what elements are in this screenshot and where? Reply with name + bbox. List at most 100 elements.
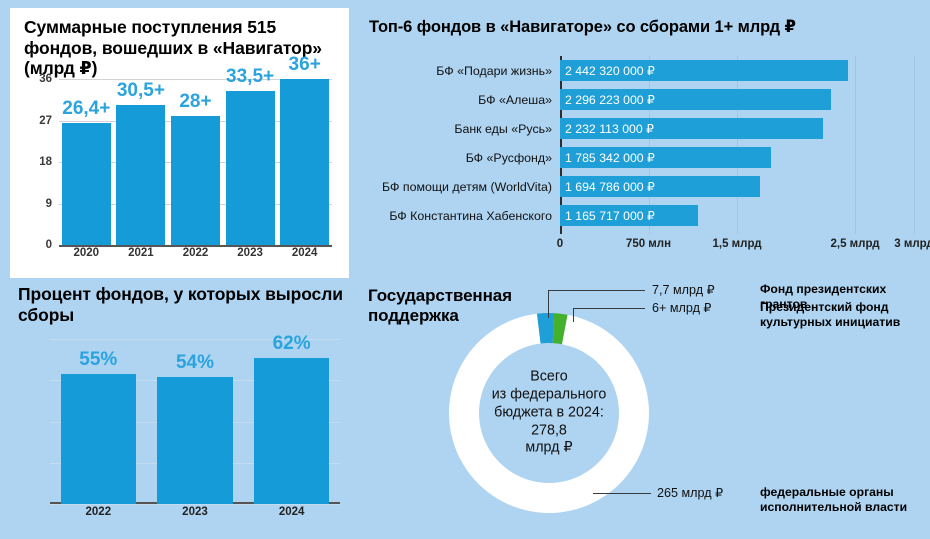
- bar-value-label: 2 296 223 000 ₽: [565, 92, 655, 107]
- bar-group: 36+: [280, 54, 330, 245]
- callout-value: 265 млрд ₽: [657, 486, 724, 500]
- percent-plot-area: 55% 54% 62%: [50, 333, 340, 505]
- gridline: [914, 56, 915, 234]
- x-axis-tick-label: 2022: [182, 247, 209, 259]
- bar-group: 30,5+: [116, 70, 166, 245]
- y-axis-tick-label: 36: [39, 73, 52, 86]
- x-axis-tick-label: 750 млн: [625, 238, 672, 250]
- bar-track: 1 165 717 000 ₽: [560, 203, 922, 228]
- bar-value-label: 62%: [272, 332, 311, 354]
- percent-title: Процент фондов, у которых выросли сборы: [18, 284, 343, 325]
- top6-x-axis: 0 750 млн 1,5 млрд 2,5 млрд 3 млрд: [557, 238, 930, 258]
- bar: 2 232 113 000 ₽: [560, 118, 824, 139]
- fund-name-label: БФ «Алеша»: [478, 92, 552, 107]
- bar-value-label: 36+: [288, 54, 321, 76]
- government-title: Государственная поддержка: [368, 286, 512, 326]
- table-row: Банк еды «Русь» 2 232 113 000 ₽: [360, 116, 922, 141]
- table-row: БФ «Подари жизнь» 2 442 320 000 ₽: [360, 58, 922, 83]
- x-axis-tick-label: 2024: [278, 506, 305, 518]
- bar-group: 54%: [157, 339, 233, 504]
- bar-value-label: 2 442 320 000 ₽: [565, 63, 655, 78]
- x-axis-tick-label: 3 млрд: [894, 238, 930, 250]
- bar: [170, 116, 221, 245]
- bar-value-label: 1 165 717 000 ₽: [565, 208, 655, 223]
- bar: [60, 374, 137, 504]
- fund-name-label: БФ «Русфонд»: [465, 150, 552, 165]
- bar: 2 442 320 000 ₽: [560, 60, 849, 81]
- callout-leader-line: [548, 290, 645, 291]
- gridline: [59, 79, 332, 81]
- bar: [280, 79, 330, 245]
- bar-track: 2 232 113 000 ₽: [560, 116, 922, 141]
- bar: [225, 90, 275, 245]
- gridline: [50, 504, 340, 505]
- bar: 1 694 786 000 ₽: [560, 176, 760, 197]
- bar-value-label: 33,5+: [226, 65, 275, 87]
- percent-bars: 55% 54% 62%: [50, 333, 340, 504]
- receipts-plot-area: 0 9 18 27 36 26,4+ 30,5+ 28+ 33,5+ 36+: [39, 54, 332, 251]
- top6-bar-chart: 0 750 млн 1,5 млрд 2,5 млрд 3 млрд БФ «Подар…: [360, 56, 930, 261]
- x-axis-tick-label: 2023: [182, 506, 208, 518]
- bar-value-label: 1 785 342 000 ₽: [565, 150, 655, 165]
- gridline: [737, 56, 738, 234]
- percent-x-axis: 2022 2023 2024: [50, 506, 340, 526]
- bar-value-label: 55%: [79, 349, 118, 371]
- bar-group: 55%: [60, 339, 137, 504]
- table-row: БФ помощи детям (WorldVita) 1 694 786 000…: [360, 174, 922, 199]
- gridline: [648, 56, 650, 234]
- y-axis-tick-label: 0: [45, 239, 52, 251]
- bar: 1 785 342 000 ₽: [560, 147, 771, 168]
- bar-value-label: 54%: [175, 351, 214, 373]
- bar-value-label: 28+: [179, 91, 212, 113]
- x-axis-tick-label: 2023: [237, 247, 263, 259]
- callout-leader-line: [548, 290, 549, 318]
- callout-leader-line: [573, 308, 574, 322]
- bar: [253, 357, 330, 504]
- receipts-bar-chart: 0 9 18 27 36 26,4+ 30,5+ 28+ 33,5+ 36+ 2020 2021 20…: [24, 54, 336, 271]
- x-axis-tick-label: 2020: [73, 247, 100, 259]
- x-axis-tick-label: 2022: [85, 506, 112, 518]
- y-axis-tick-label: 27: [39, 114, 52, 127]
- x-axis-tick-label: 2,5 млрд: [830, 238, 880, 250]
- callout-description: федеральные органы исполнительной власти: [760, 485, 908, 515]
- callout-value: 7,7 млрд ₽: [652, 283, 715, 297]
- table-row: БФ «Алеша» 2 296 223 000 ₽: [360, 87, 922, 112]
- fund-name-label: БФ помощи детям (WorldVita): [382, 179, 552, 194]
- y-axis-tick-label: 18: [39, 156, 52, 169]
- fund-name-label: БФ «Подари жизнь»: [436, 63, 552, 78]
- bar-group: 26,4+: [61, 70, 111, 245]
- bar-track: 1 694 786 000 ₽: [560, 174, 922, 199]
- bar: [116, 104, 166, 245]
- donut-slice-2: [552, 313, 568, 345]
- bar: 2 296 223 000 ₽: [560, 89, 831, 110]
- receipts-bars: 26,4+ 30,5+ 28+ 33,5+ 36+: [59, 54, 332, 245]
- donut-slice-0: [449, 313, 649, 513]
- y-axis-tick-label: 9: [45, 197, 52, 210]
- bar-value-label: 26,4+: [62, 98, 111, 120]
- callout-value: 6+ млрд ₽: [652, 301, 712, 315]
- bar: 1 165 717 000 ₽: [560, 205, 698, 226]
- bar-value-label: 30,5+: [116, 79, 165, 101]
- gridline: [855, 56, 856, 234]
- bar-value-label: 2 232 113 000 ₽: [565, 121, 654, 136]
- fund-name-label: БФ Константина Хабенского: [389, 208, 552, 223]
- x-axis-tick-label: 2024: [291, 247, 318, 259]
- fund-name-label: Банк еды «Русь»: [454, 121, 552, 136]
- bar-group: 33,5+: [225, 66, 275, 245]
- bar-group: 62%: [253, 333, 330, 504]
- card-total-receipts: Суммарные поступления 515 фондов, вошедш…: [10, 8, 349, 278]
- receipts-x-axis: 2020 2021 2022 2023 2024: [59, 247, 332, 271]
- x-axis-tick-label: 1,5 млрд: [712, 238, 762, 250]
- gridline: [50, 339, 340, 340]
- callout-leader-line: [593, 493, 651, 494]
- table-row: БФ «Русфонд» 1 785 342 000 ₽: [360, 145, 922, 170]
- government-donut-chart: Всего из федерального бюджета в 2024: 27…: [444, 308, 654, 518]
- bar-value-label: 1 694 786 000 ₽: [565, 179, 655, 194]
- bar: [157, 376, 233, 504]
- donut-svg: [449, 313, 649, 513]
- top6-axis-line: [560, 56, 562, 234]
- callout-leader-line: [573, 308, 645, 309]
- bar-track: 1 785 342 000 ₽: [560, 145, 922, 170]
- card-top6-funds: Топ-6 фондов в «Навигаторе» со сборами 1…: [360, 8, 930, 266]
